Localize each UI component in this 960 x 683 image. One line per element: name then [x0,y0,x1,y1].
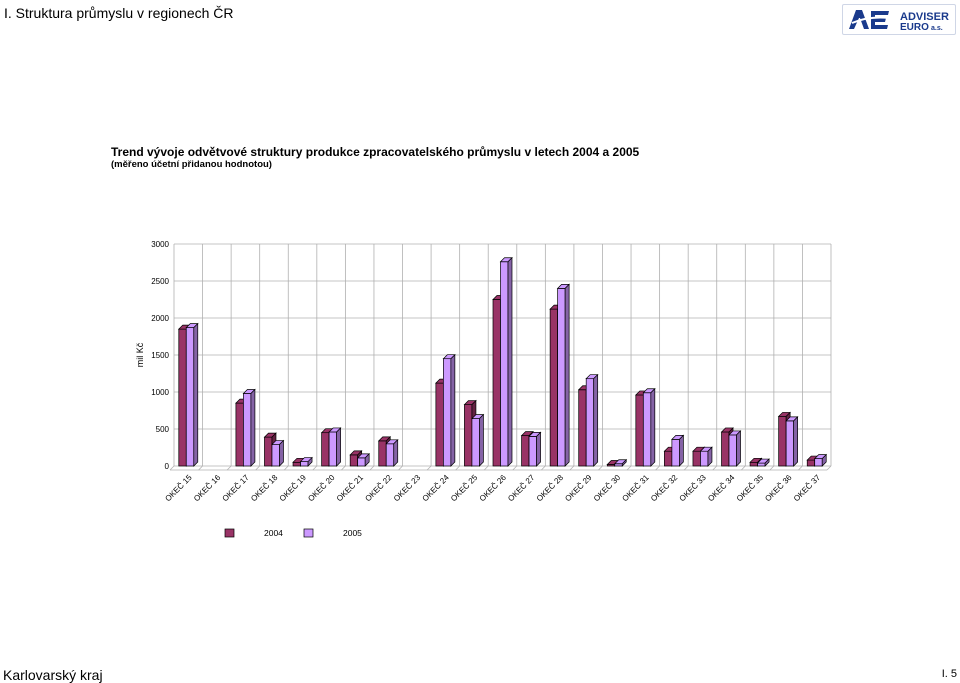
floor-line [826,465,832,471]
floor-line [483,465,489,471]
x-tick-label: OKEČ 17 [221,473,252,504]
x-tick-label: OKEČ 28 [535,473,566,504]
bar-2005-22 [385,438,399,467]
legend-label-2004: 2004 [264,528,283,538]
x-tick-label: OKEČ 31 [620,473,651,504]
page-number: I. 5 [941,668,957,680]
x-tick-label: OKEČ 19 [278,473,309,504]
floor-line [626,465,632,471]
floor-line [169,465,175,471]
bar-2005-25 [471,413,485,467]
x-tick-label: OKEČ 33 [678,473,709,504]
y-tick-label: 1500 [151,351,169,360]
x-tick-label: OKEČ 34 [706,473,737,504]
bar-2005-36 [785,416,799,467]
x-tick-label: OKEČ 21 [335,473,366,504]
x-tick-label: OKEČ 16 [192,473,223,504]
x-tick-label: OKEČ 24 [421,473,452,504]
section-title: I. Struktura průmyslu v regionech ČR [4,5,234,21]
floor-line [598,465,603,471]
x-tick-label: OKEČ 18 [249,473,280,504]
legend: 2004 2005 [224,528,362,538]
bar-2005-15 [185,322,199,467]
x-tick-label: OKEČ 32 [649,473,680,504]
floor-line [769,465,775,471]
y-tick-label: 2500 [151,277,169,286]
floor-line [312,465,318,471]
bar-2005-33 [699,446,713,467]
x-tick-label: OKEČ 25 [449,473,480,504]
x-tick-label: OKEČ 22 [363,473,394,504]
floor-line [369,465,375,471]
y-axis-label: mil Kč [135,342,145,367]
legend-label-2005: 2005 [343,528,362,538]
legend-swatch-2004 [224,528,235,538]
floor-line [455,465,460,471]
y-tick-label: 2000 [151,314,169,323]
x-tick-label: OKEČ 29 [563,473,594,504]
svg-text:EURO: EURO [900,22,929,33]
bar-2005-34 [728,430,742,467]
x-tick-label: OKEČ 15 [163,473,194,504]
svg-text:ADVISER: ADVISER [900,11,949,23]
floor-line [198,465,203,471]
bar-2005-31 [642,387,656,467]
bar-2005-21 [356,453,371,467]
bar-2005-20 [328,427,342,467]
adviser-euro-logo-icon: ADVISER EURO a.s. [849,10,949,33]
floor-line [569,465,575,471]
x-tick-label: OKEČ 37 [792,473,823,504]
y-axis-ticks: 0 500 1000 1500 2000 2500 3000 [151,240,169,471]
x-tick-label: OKEČ 26 [478,473,509,504]
svg-text:a.s.: a.s. [931,25,943,32]
bar-2005-30 [613,458,628,467]
floor-line [341,465,346,471]
floor-line [798,465,803,471]
floor-line [541,465,546,471]
y-tick-label: 0 [165,462,170,471]
floor-line [683,465,689,471]
company-logo: ADVISER EURO a.s. [842,4,956,35]
bar-2005-17 [242,388,256,467]
bar-2005-32 [671,434,685,467]
bar-2005-35 [756,458,770,467]
floor-line [712,465,718,471]
y-tick-label: 1000 [151,388,169,397]
legend-swatch-2005 [303,528,314,538]
floor-line [655,465,660,471]
y-tick-label: 500 [156,425,170,434]
footer-region: Karlovarský kraj [3,667,103,683]
bar-2005-18 [271,439,285,467]
chart-title: Trend vývoje odvětvové struktury produkc… [111,145,640,159]
x-tick-label: OKEČ 23 [392,473,423,504]
chart-subtitle: (měřeno účetní přidanou hodnotou) [111,159,272,170]
x-tick-label: OKEČ 20 [306,473,337,504]
x-tick-label: OKEČ 36 [763,473,794,504]
floor-line [426,465,432,471]
bar-2005-28 [556,283,570,467]
bar-2005-27 [528,431,542,467]
floor-line [512,465,518,471]
floor-line [398,465,403,471]
bars [177,256,828,467]
bar-2005-29 [585,373,599,467]
floor-line [226,465,232,471]
bar-2005-24 [442,353,456,467]
floor-line [741,465,746,471]
bar-2005-19 [299,456,313,467]
bar-2005-37 [813,453,828,467]
floor-line [283,465,289,471]
y-tick-label: 3000 [151,240,169,249]
x-tick-label: OKEČ 35 [735,473,766,504]
floor-line [255,465,260,471]
x-tick-label: OKEČ 27 [506,473,537,504]
bar-2005-26 [499,256,513,467]
x-tick-label: OKEČ 30 [592,473,623,504]
